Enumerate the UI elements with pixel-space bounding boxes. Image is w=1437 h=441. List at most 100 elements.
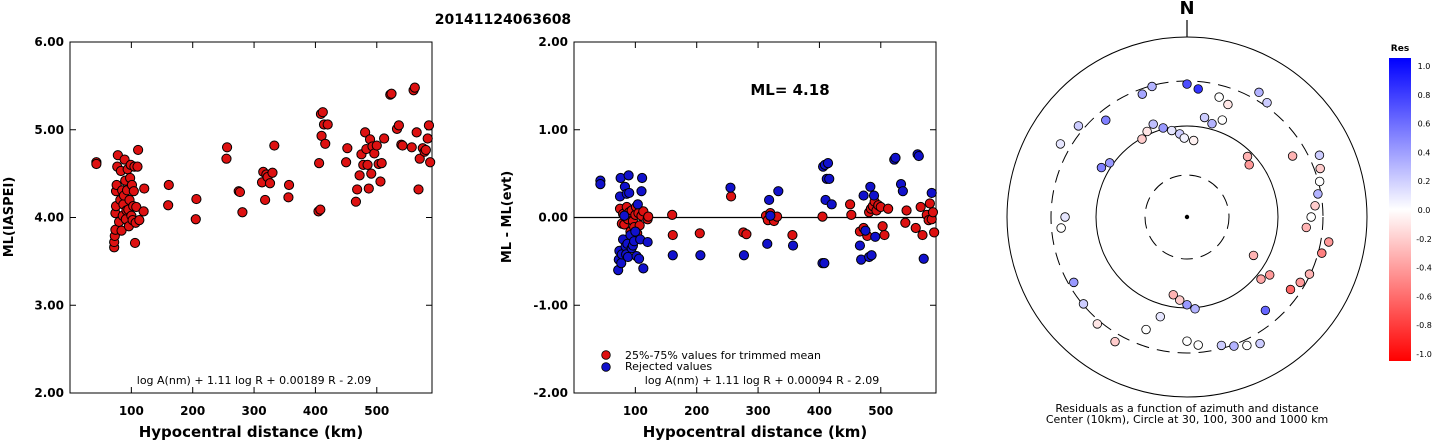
x-tick-label: 400	[807, 404, 832, 418]
data-point	[422, 133, 433, 144]
y-axis-label: ML(IASPEI)	[2, 177, 17, 258]
data-point	[423, 120, 435, 131]
station-residual-point	[1242, 340, 1252, 351]
station-residual-point	[1313, 189, 1323, 199]
data-point	[371, 140, 382, 151]
data-point	[414, 153, 425, 164]
data-point	[128, 186, 139, 197]
station-residual-point	[1182, 79, 1192, 89]
station-residual-point	[1104, 158, 1115, 168]
colorbar-tick-label: 0.2	[1418, 177, 1431, 186]
y-tick-label: 4.00	[34, 211, 64, 225]
data-point	[354, 170, 365, 181]
data-point	[163, 200, 174, 211]
y-tick-label: 5.00	[34, 123, 64, 137]
station-residual-point	[1256, 274, 1266, 284]
data-point	[341, 157, 352, 168]
data-point	[320, 138, 331, 149]
station-residual-point	[1262, 97, 1272, 108]
data-point	[267, 167, 278, 178]
station-residual-point	[1223, 99, 1233, 110]
data-point	[667, 229, 678, 241]
station-residual-point	[1295, 277, 1305, 288]
data-point	[397, 140, 408, 151]
data-point	[269, 140, 280, 151]
data-point	[927, 207, 939, 218]
station-residual-point	[1137, 134, 1147, 144]
data-point	[221, 153, 232, 164]
data-point	[91, 158, 102, 170]
station-residual-point	[1265, 270, 1275, 280]
station-residual-point	[1314, 150, 1325, 160]
station-residual-point	[1148, 119, 1158, 129]
legend-marker-trimmed	[601, 350, 611, 360]
data-point	[393, 120, 404, 131]
data-point	[870, 231, 881, 242]
data-point	[633, 253, 645, 264]
x-tick-label: 200	[684, 404, 709, 418]
station-residual-point	[1092, 319, 1103, 329]
station-residual-point	[1306, 212, 1316, 222]
data-point	[366, 168, 377, 179]
legend: 25%-75% values for trimmed mean Rejected…	[601, 349, 821, 373]
colorbar-tick-label: 0.6	[1418, 120, 1431, 129]
data-point	[637, 172, 648, 184]
data-points	[91, 82, 436, 253]
data-point	[762, 238, 773, 249]
data-point	[725, 182, 736, 193]
y-tick-label: 2.00	[538, 35, 568, 49]
station-residual-point	[1158, 123, 1168, 133]
x-axis-label: Hypocentral distance (km)	[139, 423, 364, 441]
station-residual-point	[1229, 341, 1239, 351]
x-tick-label: 100	[119, 404, 144, 418]
data-point	[913, 150, 924, 162]
station-residual-point	[1193, 84, 1203, 94]
data-point	[595, 179, 606, 190]
data-point	[134, 215, 145, 226]
data-point	[868, 190, 880, 201]
data-point	[858, 190, 869, 201]
data-point	[623, 170, 634, 181]
data-point	[260, 194, 271, 206]
data-point	[638, 263, 649, 274]
colorbar-ticks: 1.0 0.8 0.6 0.4 0.2 0.0 -0.2 -0.4 -0.6 -0.8 -1.0	[1416, 62, 1432, 359]
colorbar-tick-label: 1.0	[1418, 62, 1431, 71]
data-point	[915, 201, 926, 213]
data-point	[139, 183, 150, 194]
data-point	[642, 236, 653, 248]
station-residual-point	[1167, 125, 1177, 136]
center-point	[1184, 214, 1190, 220]
data-point	[386, 88, 397, 99]
data-point	[877, 221, 888, 232]
station-residual-point	[1315, 163, 1325, 174]
ring-1000km	[1006, 36, 1368, 398]
caption-line-1: Residuals as a function of azimuth and d…	[1055, 402, 1318, 415]
station-residual-point	[1188, 135, 1199, 146]
data-point	[379, 133, 390, 144]
station-residual-point	[1216, 340, 1227, 351]
data-point	[866, 250, 877, 261]
data-point	[929, 227, 940, 238]
north-label: N	[1179, 0, 1194, 19]
data-point	[362, 159, 373, 170]
data-point	[764, 194, 775, 206]
data-point	[360, 127, 371, 138]
y-tick-label: -1.00	[533, 298, 568, 312]
station-residual-point	[1141, 324, 1151, 335]
data-point	[322, 119, 333, 130]
data-point	[694, 228, 705, 239]
station-residual-point	[1285, 284, 1296, 295]
data-point	[376, 157, 387, 169]
data-point	[636, 186, 647, 197]
station-residual-point	[1168, 290, 1178, 300]
data-point	[917, 229, 928, 241]
formula-label: log A(nm) + 1.11 log R + 0.00189 R - 2.0…	[137, 374, 371, 387]
station-residual-point	[1055, 139, 1066, 149]
station-residual-point	[1147, 81, 1157, 92]
station-residual-points	[1055, 79, 1334, 351]
station-residual-point	[1217, 115, 1227, 125]
data-point	[738, 250, 750, 261]
y-tick-label: 1.00	[538, 123, 568, 137]
data-point	[283, 192, 294, 203]
data-point	[667, 250, 678, 261]
